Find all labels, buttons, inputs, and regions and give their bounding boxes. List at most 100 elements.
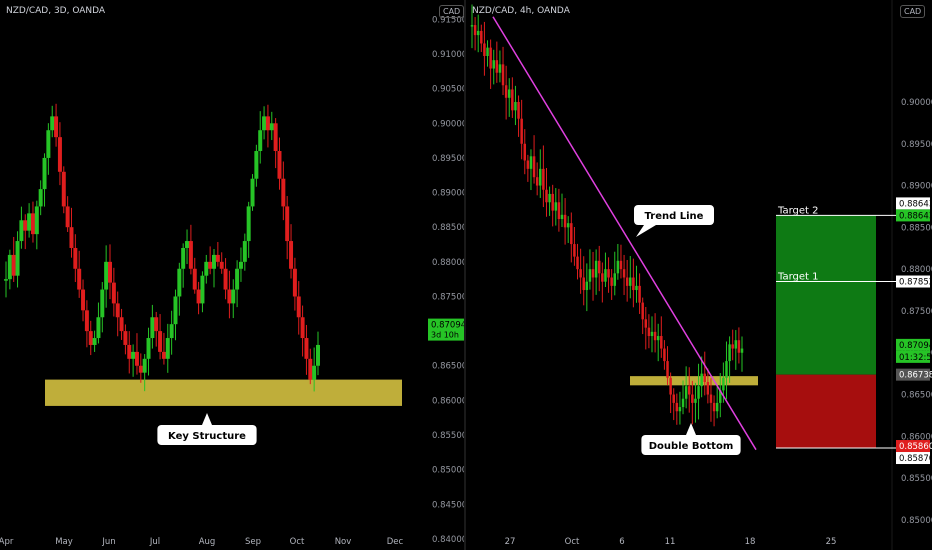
currency-badge-shared[interactable]: CAD [439, 5, 465, 18]
key-structure-callout-label: Key Structure [168, 431, 246, 442]
candle-body [622, 269, 626, 278]
candle-body [731, 344, 734, 349]
candle-body [625, 277, 629, 286]
candle-body [262, 116, 267, 131]
candle-body [532, 156, 536, 178]
candle-body [678, 407, 682, 412]
currency-badge-right[interactable]: CAD [900, 5, 926, 18]
candle-body [316, 344, 320, 366]
x-axis-label-right: Oct [565, 537, 580, 547]
right-chart-canvas[interactable]: 0.90000 0.89500 0.89000 0.88500 0.88000 0.875… [466, 0, 932, 550]
candle-body [576, 256, 579, 270]
candle-body [687, 386, 691, 395]
trend-line [492, 16, 757, 451]
last-price-left: 0.87094 [431, 321, 466, 331]
candle-body [542, 168, 545, 190]
price-tag-stop-b-bg [896, 452, 930, 465]
candle-body [539, 168, 542, 186]
price-axis-label-right: 0.85000 [901, 516, 932, 526]
candle-body [594, 260, 598, 278]
target-zone [776, 215, 876, 375]
candle-body [632, 277, 635, 291]
candle-body [728, 344, 731, 362]
right-chart-title: NZD/CAD, 4h, OANDA [472, 6, 570, 16]
candle-body [719, 390, 722, 403]
candle-body [289, 241, 294, 269]
price-axis-label: 0.87500 [432, 292, 466, 302]
support-zone [630, 376, 758, 386]
x-axis-label-left: Apr [0, 537, 14, 547]
candle-body [223, 268, 228, 290]
candle-body [54, 116, 59, 138]
x-axis-label-right: 6 [619, 537, 624, 547]
candle-body [635, 285, 638, 291]
candle-body [131, 351, 136, 359]
candle-body [663, 348, 666, 362]
candle-body [292, 268, 297, 297]
candle-body [111, 282, 116, 304]
target1-label: Target 1 [777, 272, 818, 283]
candle-body [495, 60, 499, 73]
price-axis-label: 0.84000 [432, 535, 466, 545]
candle-body [142, 358, 147, 373]
candle-body [557, 202, 561, 219]
price-axis-label-right: 0.88500 [901, 223, 932, 233]
candle-body [644, 319, 648, 328]
left-chart-canvas[interactable]: 0.91500 0.91000 0.90500 0.90000 0.89500 0.890… [0, 0, 466, 550]
price-axis-label: 0.85500 [432, 431, 466, 441]
candle-body [227, 289, 232, 304]
candle-body [523, 143, 527, 161]
candle-body [554, 202, 558, 211]
candle-body [73, 247, 78, 269]
right-chart-pane[interactable]: NZD/CAD, 4h, OANDA CAD 0.90000 0.89500 0.8… [466, 0, 932, 550]
candle-body [88, 331, 93, 345]
candle-body [722, 377, 725, 391]
double-bottom-callout-pointer [686, 423, 696, 435]
candle-body [304, 338, 309, 359]
candle-body [200, 275, 205, 304]
candle-body [212, 254, 216, 269]
candle-body [7, 254, 12, 280]
candle-body [669, 377, 672, 395]
candle-body [656, 336, 660, 341]
trend-line-callout-label: Trend Line [645, 211, 704, 222]
candle-body [548, 193, 551, 203]
candle-body [712, 402, 716, 412]
candle-body [492, 60, 495, 69]
x-axis-label-left: Jul [149, 537, 160, 547]
pane-divider[interactable] [464, 0, 466, 550]
candle-body [61, 171, 66, 207]
key-structure-callout: Key Structure [157, 413, 257, 445]
candle-body [254, 151, 259, 179]
candle-body [215, 254, 220, 262]
candle-body [185, 241, 190, 248]
price-tag-target2-b: 0.88643 [899, 211, 932, 221]
candle-body [529, 156, 533, 169]
candle-body [108, 261, 112, 283]
candle-body [700, 373, 703, 387]
candle-body [269, 123, 274, 131]
price-axis-label-right: 0.88000 [901, 265, 932, 275]
candle-body [740, 348, 744, 353]
key-structure-callout-pointer [202, 413, 212, 425]
trend-line-callout: Trend Line [634, 205, 714, 237]
price-axis-label: 0.88500 [432, 223, 466, 233]
candle-body [146, 338, 151, 359]
price-tag-countdown-bg [896, 350, 930, 363]
candle-body [641, 302, 644, 320]
trend-line-callout-pointer [636, 225, 656, 237]
candle-body [312, 365, 317, 380]
price-axis-label: 0.89000 [432, 189, 466, 199]
candle-body [498, 64, 502, 73]
left-chart-pane[interactable]: NZD/CAD, 3D, OANDA 0.91500 0.91000 0.90500… [0, 0, 466, 550]
candle-body [123, 331, 128, 345]
candle-body [666, 361, 669, 378]
candle-body [697, 386, 700, 399]
candle-body [154, 317, 159, 332]
candle-body [238, 261, 243, 269]
x-axis-label-right: 25 [826, 537, 837, 547]
candle-body [158, 331, 163, 352]
price-axis-label-right: 0.85500 [901, 474, 932, 484]
price-tag-target1-bg [896, 275, 930, 288]
candle-body [84, 310, 89, 332]
